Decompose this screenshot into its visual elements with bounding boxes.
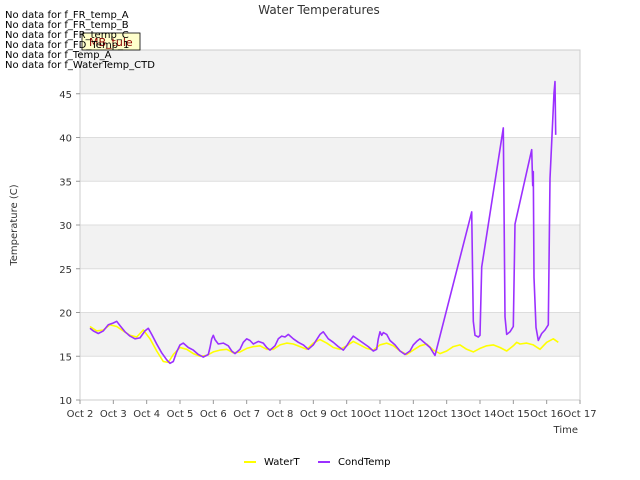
tooltip-box: MB_tule: [81, 32, 141, 51]
grid-band: [80, 93, 580, 138]
no-data-note: No data for f_FD_Temp_1: [5, 40, 129, 51]
y-tick-label: 15: [59, 352, 72, 363]
y-tick-label: 20: [59, 309, 72, 320]
x-tick-label: Oct 3: [100, 409, 127, 420]
x-tick-label: Oct 12: [397, 409, 430, 420]
y-tick-label: 25: [59, 265, 72, 276]
series-layer: [89, 80, 559, 365]
legend-label-watert: WaterT: [264, 457, 301, 468]
x-tick-label: Oct 13: [430, 409, 463, 420]
tooltip-background: [81, 32, 141, 51]
tooltip-label: MB_tule: [89, 36, 133, 49]
grid-band: [80, 50, 580, 94]
x-tick-label: Oct 9: [300, 409, 327, 420]
y-axis: 10 15 20 25 30 35 40 45: [59, 90, 80, 407]
no-data-note: No data for f_WaterTemp_CTD: [5, 60, 155, 71]
grid-band: [80, 137, 580, 182]
x-axis: Oct 2 Oct 3 Oct 4 Oct 5 Oct 6 Oct 7 Oct 8 Oct 9…: [67, 400, 597, 420]
chart-title: Water Temperatures: [258, 3, 380, 17]
x-tick-label: Oct 14: [463, 409, 496, 420]
x-tick-label: Oct 8: [267, 409, 294, 420]
x-tick-label: Oct 5: [167, 409, 194, 420]
no-data-note: No data for f_FR_temp_C: [5, 30, 129, 41]
series-line-condtemp: [89, 80, 557, 365]
x-tick-label: Oct 11: [363, 409, 396, 420]
y-tick-label: 45: [59, 90, 72, 101]
x-tick-label: Oct 4: [133, 409, 160, 420]
x-tick-label: Oct 6: [200, 409, 227, 420]
no-data-note: No data for f_Temp_A: [5, 50, 112, 61]
legend-label-condtemp: CondTemp: [338, 457, 390, 468]
x-tick-label: Oct 17: [563, 409, 596, 420]
grid-band: [80, 356, 580, 400]
grid-band: [80, 181, 580, 225]
y-tick-label: 40: [59, 134, 72, 145]
grid-bands: [80, 50, 580, 400]
y-axis-label: Temperature (C): [9, 184, 20, 266]
grid-band: [80, 312, 580, 357]
legend: WaterT CondTemp: [244, 457, 390, 468]
x-tick-label: Oct 10: [330, 409, 363, 420]
x-tick-label: Oct 2: [67, 409, 94, 420]
no-data-notes: No data for f_FR_temp_ANo data for f_FR_…: [5, 10, 155, 71]
grid-band: [80, 225, 580, 269]
y-tick-label: 10: [59, 396, 72, 407]
x-axis-label: Time: [553, 425, 578, 436]
x-tick-label: Oct 15: [497, 409, 530, 420]
y-tick-label: 35: [59, 177, 72, 188]
no-data-note: No data for f_FR_temp_B: [5, 20, 129, 31]
y-tick-label: 30: [59, 221, 72, 232]
grid-band: [80, 268, 580, 313]
x-tick-label: Oct 7: [233, 409, 260, 420]
no-data-note: No data for f_FR_temp_A: [5, 10, 129, 21]
x-tick-label: Oct 16: [530, 409, 563, 420]
